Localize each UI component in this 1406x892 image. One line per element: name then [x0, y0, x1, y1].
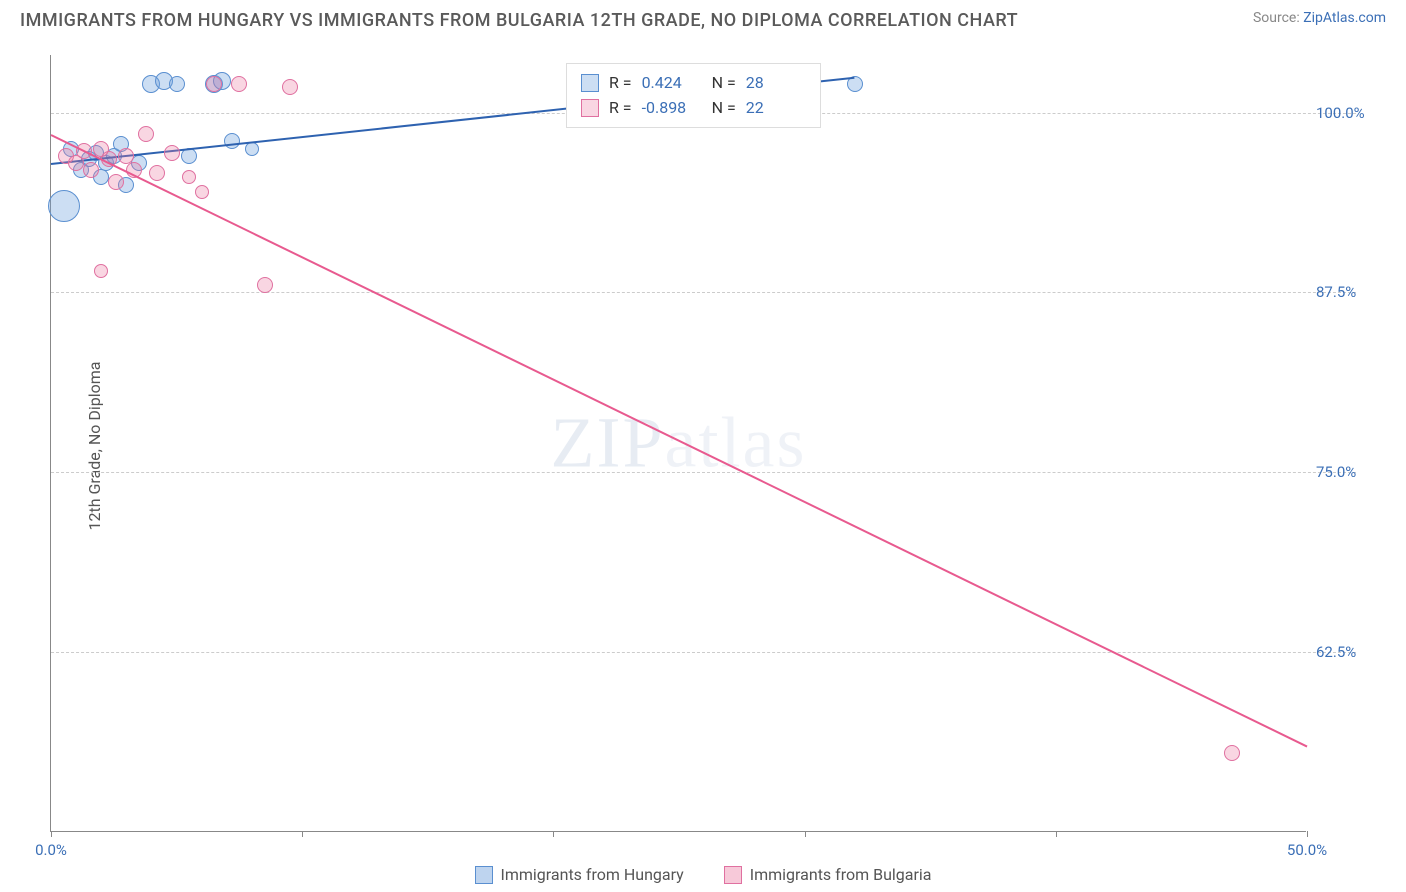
r-label: R =	[609, 95, 632, 121]
n-label: N =	[712, 95, 736, 121]
x-tick	[51, 831, 52, 837]
legend-label: Immigrants from Bulgaria	[750, 865, 932, 884]
y-tick-label: 100.0%	[1316, 104, 1396, 122]
data-point	[149, 165, 165, 181]
r-value: -0.898	[642, 95, 702, 121]
data-point	[182, 170, 196, 184]
x-tick	[302, 831, 303, 837]
stats-box: R = 0.424 N = 28 R = -0.898 N = 22	[566, 63, 821, 128]
n-label: N =	[712, 70, 736, 96]
r-label: R =	[609, 70, 632, 96]
gridline	[51, 652, 1356, 653]
trend-line	[51, 134, 1308, 747]
r-value: 0.424	[642, 70, 702, 96]
legend-label: Immigrants from Hungary	[501, 865, 684, 884]
data-point	[164, 145, 180, 161]
x-tick	[805, 831, 806, 837]
data-point	[1224, 745, 1240, 761]
data-point	[224, 133, 240, 149]
x-tick-label: 50.0%	[1287, 841, 1327, 859]
x-tick	[553, 831, 554, 837]
data-point	[169, 76, 185, 92]
stats-row: R = -0.898 N = 22	[581, 95, 806, 121]
source-label: Source: ZipAtlas.com	[1253, 10, 1386, 26]
gridline	[51, 292, 1356, 293]
y-tick-label: 87.5%	[1316, 283, 1396, 301]
legend-swatch	[475, 866, 493, 884]
data-point	[282, 79, 298, 95]
y-tick-label: 75.0%	[1316, 463, 1396, 481]
data-point	[195, 185, 209, 199]
data-point	[83, 162, 99, 178]
x-tick-label: 0.0%	[35, 841, 67, 859]
n-value: 28	[746, 70, 806, 96]
chart-plot-area: ZIPatlas 62.5%75.0%87.5%100.0%0.0%50.0%R…	[50, 55, 1306, 832]
stats-row: R = 0.424 N = 28	[581, 70, 806, 96]
legend-item: Immigrants from Hungary	[475, 865, 684, 884]
n-value: 22	[746, 95, 806, 121]
source-link[interactable]: ZipAtlas.com	[1303, 10, 1386, 26]
data-point	[94, 264, 108, 278]
data-point	[138, 126, 154, 142]
x-tick	[1307, 831, 1308, 837]
y-tick-label: 62.5%	[1316, 643, 1396, 661]
data-point	[48, 190, 80, 222]
legend-swatch	[724, 866, 742, 884]
legend-item: Immigrants from Bulgaria	[724, 865, 932, 884]
data-point	[108, 174, 124, 190]
series-swatch	[581, 74, 599, 92]
x-tick	[1056, 831, 1057, 837]
data-point	[231, 76, 247, 92]
data-point	[257, 277, 273, 293]
gridline	[51, 472, 1356, 473]
data-point	[206, 76, 222, 92]
legend: Immigrants from Hungary Immigrants from B…	[0, 865, 1406, 884]
chart-title: IMMIGRANTS FROM HUNGARY VS IMMIGRANTS FR…	[20, 10, 1018, 31]
series-swatch	[581, 99, 599, 117]
